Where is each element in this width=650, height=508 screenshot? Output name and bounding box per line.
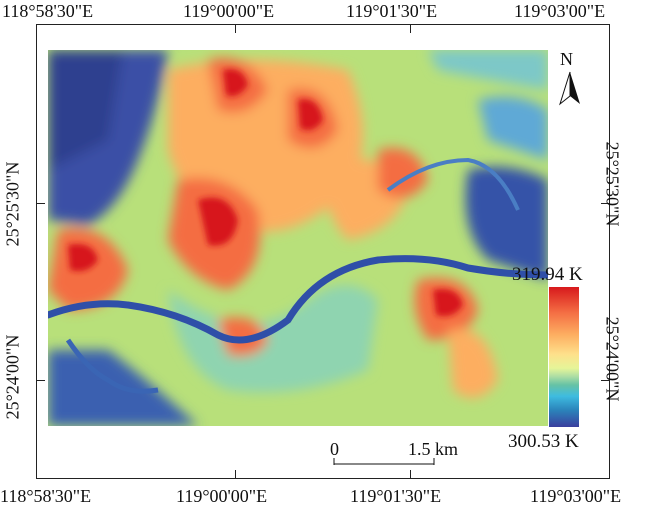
warm-area-se <box>448 328 498 398</box>
top-label-1: 118°58'30"E <box>2 1 94 21</box>
north-arrow: N <box>556 50 584 108</box>
scale-start-label: 0 <box>330 439 339 459</box>
hottest-core-nw <box>223 69 248 97</box>
tick-left-2 <box>36 380 45 381</box>
right-label-2: 25°24'00"N <box>602 316 623 402</box>
hottest-core-west <box>68 244 98 272</box>
right-label-1: 25°25'30"N <box>602 141 623 227</box>
tick-bottom-3 <box>410 470 411 479</box>
cold-area-ne <box>465 166 548 280</box>
cool-area-south <box>168 285 378 393</box>
river-branch <box>386 157 520 211</box>
scale-bar: 0 1.5 km <box>330 439 458 470</box>
tick-top-2 <box>235 24 236 33</box>
hottest-core-center <box>198 197 238 246</box>
top-label-2: 119°00'00"E <box>183 1 275 21</box>
legend-min-label: 300.53 K <box>508 431 579 452</box>
hottest-core-se <box>433 289 463 317</box>
tick-left-1 <box>36 203 45 204</box>
tick-right-1 <box>601 203 610 204</box>
legend-max-label: 319.94 K <box>512 264 583 285</box>
map-frame <box>36 24 610 479</box>
temperature-map <box>48 50 548 426</box>
cool-area-n <box>428 50 548 90</box>
cool-area-ne <box>478 96 548 160</box>
hot-area-ne <box>378 148 428 198</box>
scale-bar-line <box>333 458 435 465</box>
cold-core-nw <box>48 50 123 170</box>
river-branch-sw <box>65 338 159 394</box>
top-label-4: 119°03'00"E <box>514 1 606 21</box>
scale-end-label: 1.5 km <box>408 439 459 459</box>
bottom-label-4: 119°03'00"E <box>530 486 622 506</box>
north-arrow-label: N <box>560 49 573 69</box>
bottom-label-3: 119°01'30"E <box>350 486 442 506</box>
tick-right-2 <box>601 380 610 381</box>
river <box>48 255 548 344</box>
left-label-1: 25°25'30"N <box>2 161 23 247</box>
tick-top-3 <box>410 24 411 33</box>
tick-bottom-2 <box>235 470 236 479</box>
left-label-2: 25°24'00"N <box>2 334 23 420</box>
hot-area-west <box>48 228 128 310</box>
heatmap-svg <box>48 50 548 426</box>
north-arrow-icon <box>559 71 580 106</box>
top-label-3: 119°01'30"E <box>346 1 438 21</box>
bottom-label-1: 118°58'30"E <box>0 486 92 506</box>
temperature-legend-bar <box>549 287 579 427</box>
hottest-core-n <box>298 99 323 131</box>
bottom-label-2: 119°00'00"E <box>176 486 268 506</box>
